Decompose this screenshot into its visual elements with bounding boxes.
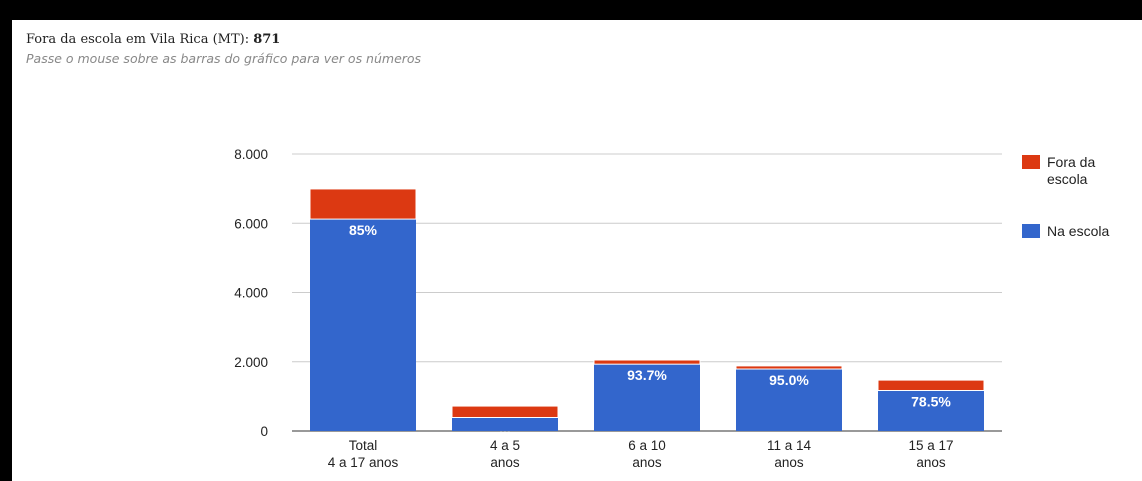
data-label: ...	[499, 420, 511, 436]
y-tick-label: 2.000	[234, 355, 268, 370]
bar-fora-da-escola[interactable]	[877, 379, 985, 391]
legend-swatch	[1022, 224, 1040, 238]
x-tick-label: 15 a 17	[908, 438, 953, 453]
bar-na-escola[interactable]	[878, 390, 984, 431]
y-tick-label: 8.000	[234, 147, 268, 162]
x-tick-label: anos	[632, 455, 662, 470]
legend-label: escola	[1047, 171, 1088, 187]
bar-chart: 0 2.000 4.000 6.000 8.000 85% Total 4 a 17 anos…	[234, 147, 1109, 470]
data-label: 95.0%	[769, 372, 809, 388]
bar-fora-da-escola[interactable]	[593, 359, 701, 365]
bar-na-escola[interactable]	[452, 417, 558, 431]
chart-subtitle: Passe o mouse sobre as barras do gráfico…	[26, 51, 422, 66]
bar-fora-da-escola[interactable]	[735, 365, 843, 370]
x-tick-label: 11 a 14	[767, 438, 812, 453]
y-tick-label: 0	[260, 424, 268, 439]
data-label: 85%	[349, 222, 378, 238]
chart-panel: Fora da escola em Vila Rica (MT): 871 Pa…	[12, 20, 1142, 481]
data-label: 93.7%	[627, 367, 667, 383]
data-label: 78.5%	[911, 393, 951, 409]
x-tick-label: anos	[490, 455, 520, 470]
chart-title: Fora da escola em Vila Rica (MT): 871	[26, 32, 280, 47]
bar-na-escola[interactable]	[310, 219, 416, 431]
legend-swatch	[1022, 155, 1040, 169]
x-tick-label: anos	[774, 455, 804, 470]
x-tick-label: 6 a 10	[628, 438, 666, 453]
x-tick-label: anos	[916, 455, 946, 470]
x-tick-label: 4 a 17 anos	[328, 455, 399, 470]
bar-na-escola[interactable]	[736, 369, 842, 431]
out-of-school-count: 871	[253, 32, 281, 47]
bar-na-escola[interactable]	[594, 364, 700, 431]
x-tick-label: 4 a 5	[490, 438, 520, 453]
legend-label: Fora da	[1047, 154, 1095, 170]
bar-fora-da-escola[interactable]	[309, 188, 417, 220]
legend-label: Na escola	[1047, 223, 1109, 239]
x-tick-label: Total	[349, 438, 378, 453]
y-tick-label: 6.000	[234, 216, 268, 231]
bar-fora-da-escola[interactable]	[451, 405, 559, 418]
y-tick-label: 4.000	[234, 286, 268, 301]
chart-title-prefix: Fora da escola em Vila Rica (MT):	[26, 32, 254, 47]
